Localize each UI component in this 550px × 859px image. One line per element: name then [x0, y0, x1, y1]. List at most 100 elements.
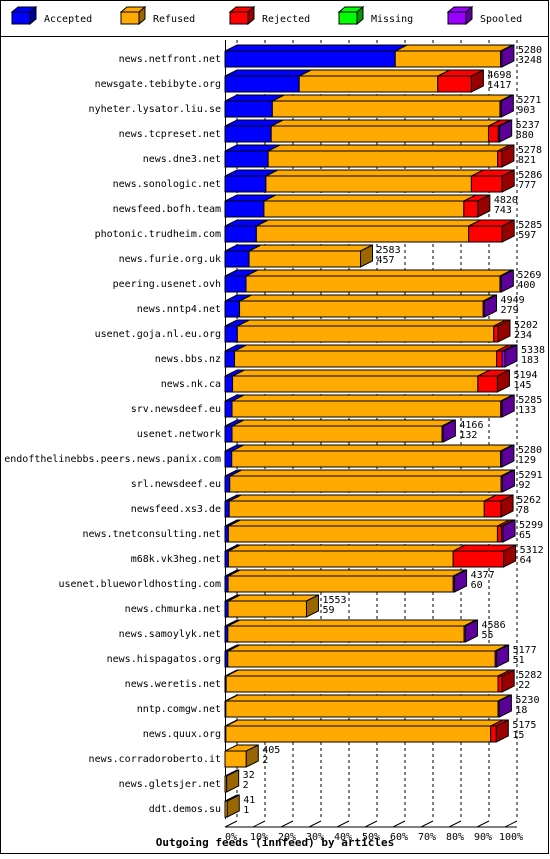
- bar-segment: [234, 344, 509, 368]
- category-label: photonic.trudheim.com: [95, 229, 221, 240]
- category-label: news.gletsjer.net: [119, 779, 221, 790]
- accepted-label: 145: [513, 380, 531, 391]
- category-label: newsfeed.xs3.de: [131, 504, 221, 515]
- bar-side: [477, 194, 491, 218]
- category-label: news.samoylyk.net: [119, 629, 221, 640]
- bar-segment: [225, 719, 503, 743]
- accepted-label: 457: [377, 255, 395, 266]
- category-label: news.nk.ca: [161, 379, 221, 390]
- bar-segment: [231, 394, 514, 418]
- bar-segment: [224, 69, 312, 93]
- x-tick-label: 90%: [474, 832, 492, 843]
- category-label: news.hispagatos.org: [107, 654, 221, 665]
- bar-side: [226, 794, 240, 818]
- bar-side: [305, 594, 319, 618]
- accepted-label: 903: [517, 105, 535, 116]
- offered-label: 4586: [482, 620, 506, 631]
- offered-label: 4166: [459, 420, 483, 431]
- offered-label: 1553: [322, 595, 346, 606]
- bar-side: [465, 619, 479, 643]
- bar-segment: [227, 569, 466, 593]
- accepted-label: 183: [521, 355, 539, 366]
- offered-label: 5285: [518, 395, 542, 406]
- offered-label: 5175: [512, 720, 536, 731]
- bar-segment: [245, 269, 513, 293]
- bar-segment: [225, 694, 511, 718]
- accepted-label: 78: [517, 505, 529, 516]
- tick-mark: [364, 820, 378, 828]
- legend-swatch: [338, 11, 358, 25]
- accepted-label: 133: [518, 405, 536, 416]
- accepted-label: 55: [482, 630, 494, 641]
- offered-label: 405: [262, 745, 280, 756]
- bar-side: [484, 294, 498, 318]
- accepted-label: 880: [516, 130, 534, 141]
- accepted-label: 132: [459, 430, 477, 441]
- bar-segment: [263, 194, 477, 218]
- bar-side: [498, 694, 512, 718]
- accepted-label: 279: [501, 305, 519, 316]
- bar-segment: [248, 244, 373, 268]
- category-label: news.nntp4.net: [137, 304, 221, 315]
- legend-swatch: [447, 11, 467, 25]
- legend-label: Spooled: [480, 14, 522, 25]
- offered-label: 5291: [518, 470, 542, 481]
- x-tick-label: 70%: [418, 832, 436, 843]
- accepted-label: 18: [515, 705, 527, 716]
- accepted-label: 51: [513, 655, 525, 666]
- bar-side: [454, 569, 468, 593]
- bar-side: [501, 169, 515, 193]
- bar-side: [501, 44, 515, 68]
- tick-mark: [448, 820, 462, 828]
- bar-side: [470, 69, 484, 93]
- bar-segment: [224, 44, 408, 68]
- offered-label: 5269: [517, 270, 541, 281]
- bar-segment: [394, 44, 513, 68]
- bar-side: [500, 94, 514, 118]
- offered-label: 4698: [487, 70, 511, 81]
- category-label: news.corradoroberto.it: [89, 754, 221, 765]
- category-label: srl.newsdeef.eu: [131, 479, 221, 490]
- accepted-label: 2: [243, 780, 249, 791]
- x-tick-label: 10%: [250, 832, 268, 843]
- bar-side: [499, 119, 513, 143]
- tick-mark: [336, 820, 350, 828]
- accepted-label: 1417: [487, 80, 511, 91]
- bar-segment: [298, 69, 451, 93]
- bar-side: [501, 669, 515, 693]
- bar-side: [496, 369, 510, 393]
- x-tick-label: 100%: [499, 832, 523, 843]
- bar-side: [501, 144, 515, 168]
- category-label: news.weretis.net: [125, 679, 221, 690]
- accepted-label: 777: [518, 180, 536, 191]
- x-tick-label: 20%: [278, 832, 296, 843]
- offered-label: 5194: [513, 370, 537, 381]
- category-label: m68k.vk3heg.net: [131, 554, 221, 565]
- bar-side: [360, 244, 374, 268]
- accepted-label: 15: [512, 730, 524, 741]
- legend-swatch: [138, 5, 146, 26]
- bar-segment: [231, 419, 455, 443]
- x-tick-label: 60%: [390, 832, 408, 843]
- offered-label: 4820: [494, 195, 518, 206]
- category-label: news.quux.org: [143, 729, 221, 740]
- bar-segment: [239, 294, 496, 318]
- bar-segment: [227, 644, 508, 668]
- offered-label: 2583: [377, 245, 401, 256]
- accepted-label: 400: [517, 280, 535, 291]
- offered-label: 5177: [513, 645, 537, 656]
- legend-swatch: [11, 11, 31, 25]
- offered-label: 5230: [515, 695, 539, 706]
- accepted-label: 64: [520, 555, 532, 566]
- bar-side: [501, 469, 515, 493]
- tick-mark: [392, 820, 406, 828]
- category-label: endofthelinebbs.peers.news.panix.com: [4, 454, 221, 465]
- bar-segment: [232, 369, 491, 393]
- offered-label: 5299: [519, 520, 543, 531]
- bar-side: [504, 344, 518, 368]
- category-label: newsgate.tebibyte.org: [95, 79, 221, 90]
- accepted-label: 129: [518, 455, 536, 466]
- tick-mark: [308, 820, 322, 828]
- bar-segment: [265, 169, 484, 193]
